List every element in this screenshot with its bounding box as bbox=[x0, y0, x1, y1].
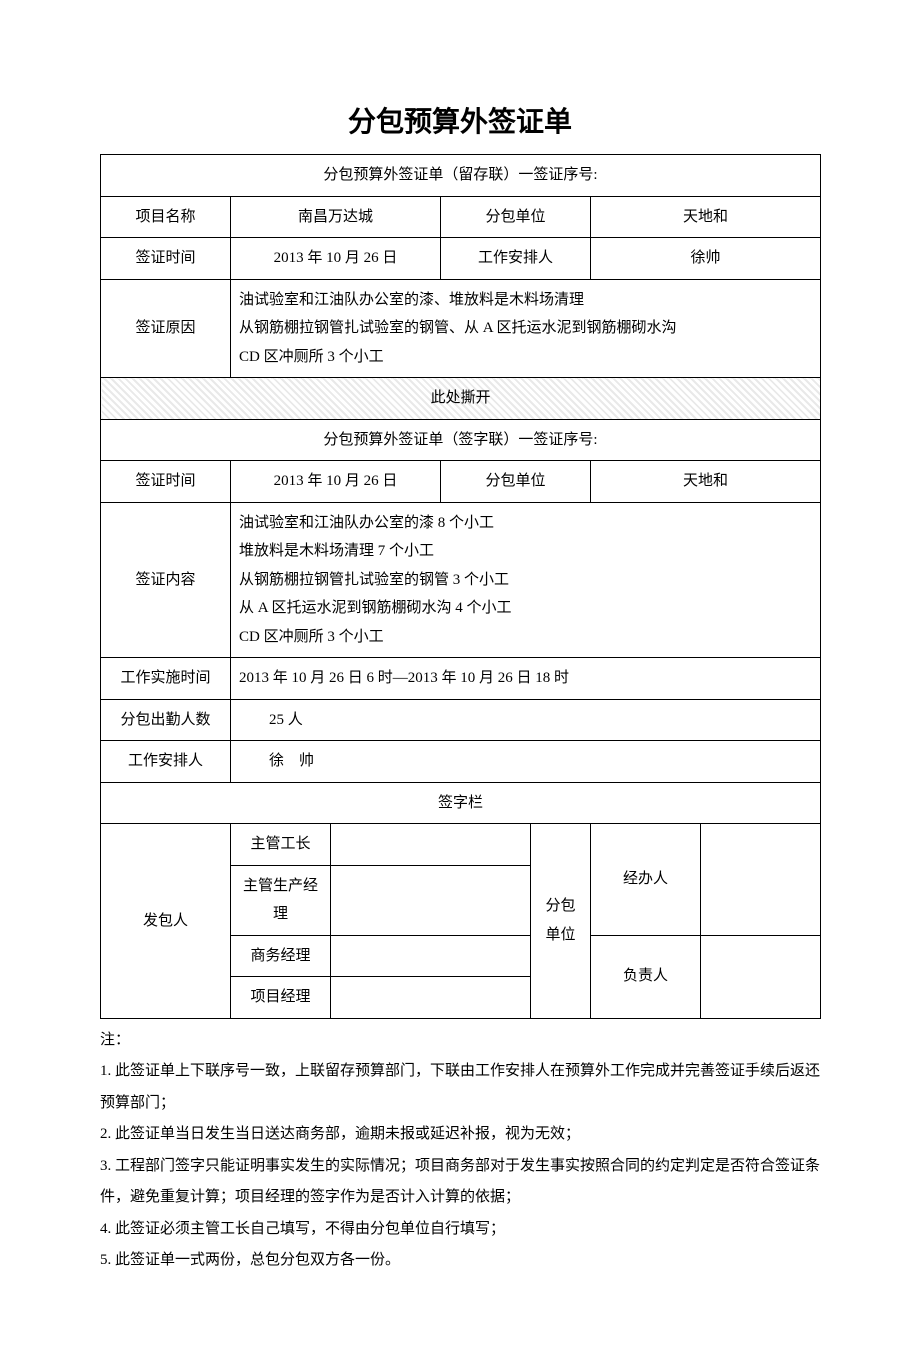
value-visa-time-2: 2013 年 10 月 26 日 bbox=[231, 461, 441, 503]
value-sub-unit: 天地和 bbox=[591, 196, 821, 238]
value-project-name: 南昌万达城 bbox=[231, 196, 441, 238]
label-work-arranger-2: 工作安排人 bbox=[101, 741, 231, 783]
label-biz-mgr: 商务经理 bbox=[231, 935, 331, 977]
label-attend: 分包出勤人数 bbox=[101, 699, 231, 741]
reason-line-2: 从钢筋棚拉钢管扎试验室的钢管、从 A 区托运水泥到钢筋棚砌水沟 bbox=[239, 314, 812, 343]
value-work-arranger-2: 徐 帅 bbox=[231, 741, 821, 783]
value-attend: 25 人 bbox=[231, 699, 821, 741]
label-proj-mgr: 项目经理 bbox=[231, 977, 331, 1019]
sig-biz-mgr bbox=[331, 935, 531, 977]
label-work-arranger: 工作安排人 bbox=[441, 238, 591, 280]
label-visa-time-2: 签证时间 bbox=[101, 461, 231, 503]
retain-header: 分包预算外签证单（留存联）一签证序号: bbox=[101, 155, 821, 197]
content-line-3: 从钢筋棚拉钢管扎试验室的钢管 3 个小工 bbox=[239, 566, 812, 595]
attend-text: 25 人 bbox=[269, 712, 303, 728]
sign-col-header: 签字栏 bbox=[101, 782, 821, 824]
notes-block: 注： 1. 此签证单上下联序号一致，上联留存预算部门，下联由工作安排人在预算外工… bbox=[100, 1019, 820, 1277]
sig-handler bbox=[701, 824, 821, 936]
note-4: 4. 此签证必须主管工长自己填写，不得由分包单位自行填写； bbox=[100, 1214, 820, 1246]
label-handler: 经办人 bbox=[591, 824, 701, 936]
label-sub-unit: 分包单位 bbox=[441, 196, 591, 238]
sign-header: 分包预算外签证单（签字联）一签证序号: bbox=[101, 419, 821, 461]
label-project-name: 项目名称 bbox=[101, 196, 231, 238]
content-line-1: 油试验室和江油队办公室的漆 8 个小工 bbox=[239, 509, 812, 538]
value-visa-reason: 油试验室和江油队办公室的漆、堆放料是木料场清理 从钢筋棚拉钢管扎试验室的钢管、从… bbox=[231, 279, 821, 378]
value-visa-time: 2013 年 10 月 26 日 bbox=[231, 238, 441, 280]
content-line-5: CD 区冲厕所 3 个小工 bbox=[239, 623, 812, 652]
note-3: 3. 工程部门签字只能证明事实发生的实际情况；项目商务部对于发生事实按照合同的约… bbox=[100, 1151, 820, 1214]
label-chief-foreman: 主管工长 bbox=[231, 824, 331, 866]
reason-line-1: 油试验室和江油队办公室的漆、堆放料是木料场清理 bbox=[239, 286, 812, 315]
document-title: 分包预算外签证单 bbox=[100, 100, 820, 140]
label-responsible: 负责人 bbox=[591, 935, 701, 1018]
label-sub-unit-block: 分包 单位 bbox=[531, 824, 591, 1019]
note-1: 1. 此签证单上下联序号一致，上联留存预算部门，下联由工作安排人在预算外工作完成… bbox=[100, 1056, 820, 1119]
value-work-arranger: 徐帅 bbox=[591, 238, 821, 280]
sig-chief-foreman bbox=[331, 824, 531, 866]
label-impl-time: 工作实施时间 bbox=[101, 658, 231, 700]
value-impl-time: 2013 年 10 月 26 日 6 时—2013 年 10 月 26 日 18… bbox=[231, 658, 821, 700]
label-visa-time: 签证时间 bbox=[101, 238, 231, 280]
content-line-2: 堆放料是木料场清理 7 个小工 bbox=[239, 537, 812, 566]
reason-line-3: CD 区冲厕所 3 个小工 bbox=[239, 343, 812, 372]
page: 分包预算外签证单 分包预算外签证单（留存联）一签证序号: 项目名称 南昌万达城 … bbox=[0, 0, 920, 1357]
label-chief-prod-mgr: 主管生产经理 bbox=[231, 865, 331, 935]
value-visa-content: 油试验室和江油队办公室的漆 8 个小工 堆放料是木料场清理 7 个小工 从钢筋棚… bbox=[231, 502, 821, 658]
sig-proj-mgr bbox=[331, 977, 531, 1019]
label-visa-content: 签证内容 bbox=[101, 502, 231, 658]
notes-head: 注： bbox=[100, 1025, 820, 1057]
tear-line: 此处撕开 bbox=[101, 378, 821, 420]
note-5: 5. 此签证单一式两份，总包分包双方各一份。 bbox=[100, 1245, 820, 1277]
content-line-4: 从 A 区托运水泥到钢筋棚砌水沟 4 个小工 bbox=[239, 594, 812, 623]
value-sub-unit-2: 天地和 bbox=[591, 461, 821, 503]
note-2: 2. 此签证单当日发生当日送达商务部，逾期未报或延迟补报，视为无效； bbox=[100, 1119, 820, 1151]
label-sub-unit-2: 分包单位 bbox=[441, 461, 591, 503]
label-visa-reason: 签证原因 bbox=[101, 279, 231, 378]
form-table: 分包预算外签证单（留存联）一签证序号: 项目名称 南昌万达城 分包单位 天地和 … bbox=[100, 154, 821, 1019]
sig-chief-prod-mgr bbox=[331, 865, 531, 935]
arranger-text: 徐 帅 bbox=[269, 753, 314, 769]
sig-responsible bbox=[701, 935, 821, 1018]
label-issuer: 发包人 bbox=[101, 824, 231, 1019]
